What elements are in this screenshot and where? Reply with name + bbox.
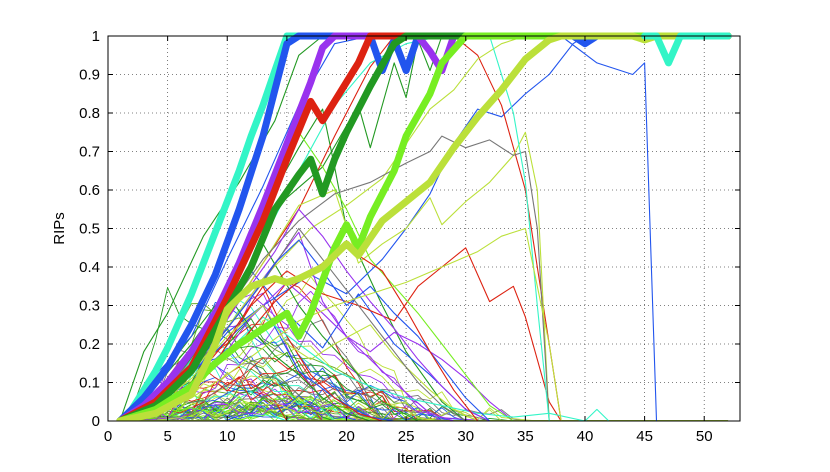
- tick-labels: 0 5 10 15 20 25 30 35 40 45 50 0 0.1 0.2 0.3 0.4 0.5 0.6 0…: [79, 28, 712, 445]
- thin-series-line: [119, 227, 466, 421]
- thin-series-line: [119, 247, 562, 421]
- x-tick-label: 5: [163, 428, 171, 445]
- highlight-series-line: [116, 32, 732, 421]
- highlight-series-line: [116, 32, 732, 421]
- thin-series-line: [119, 304, 478, 421]
- highlight-series-line: [116, 32, 732, 421]
- y-tick-label: 0.5: [79, 221, 100, 238]
- x-tick-label: 40: [577, 428, 594, 445]
- y-tick-label: 1: [92, 28, 100, 45]
- axis-ticks: [107, 35, 740, 422]
- x-tick-label: 15: [279, 428, 296, 445]
- x-tick-label: 50: [696, 428, 713, 445]
- y-tick-label: 0.1: [79, 375, 100, 392]
- highlight-series-line: [116, 32, 732, 421]
- x-tick-label: 45: [636, 428, 653, 445]
- y-tick-label: 0.2: [79, 336, 100, 353]
- y-tick-label: 0.9: [79, 67, 100, 84]
- y-tick-label: 0.3: [79, 298, 100, 315]
- x-axis-label: Iteration: [397, 450, 451, 467]
- thin-series-line: [119, 35, 466, 421]
- thin-series-line: [119, 227, 562, 421]
- thin-series-line: [119, 243, 419, 421]
- x-tick-label: 0: [104, 428, 112, 445]
- x-tick-label: 20: [338, 428, 355, 445]
- x-tick-label: 30: [457, 428, 474, 445]
- y-tick-label: 0.8: [79, 105, 100, 122]
- y-tick-label: 0.4: [79, 259, 100, 276]
- y-tick-label: 0.6: [79, 182, 100, 199]
- noise-series-line: [143, 397, 454, 421]
- noise-series-line: [119, 403, 335, 421]
- noise-series-line: [143, 309, 442, 421]
- y-tick-label: 0: [92, 413, 100, 430]
- noise-series-line: [143, 384, 407, 421]
- x-tick-label: 10: [219, 428, 236, 445]
- thin-series-line: [119, 293, 371, 421]
- y-tick-label: 0.7: [79, 144, 100, 161]
- x-tick-label: 25: [398, 428, 415, 445]
- y-axis-label: RIPs: [51, 212, 68, 245]
- x-tick-label: 35: [517, 428, 534, 445]
- thin-series-line: [119, 35, 658, 421]
- thin-series-line: [119, 35, 586, 421]
- noise-series-line: [131, 402, 490, 421]
